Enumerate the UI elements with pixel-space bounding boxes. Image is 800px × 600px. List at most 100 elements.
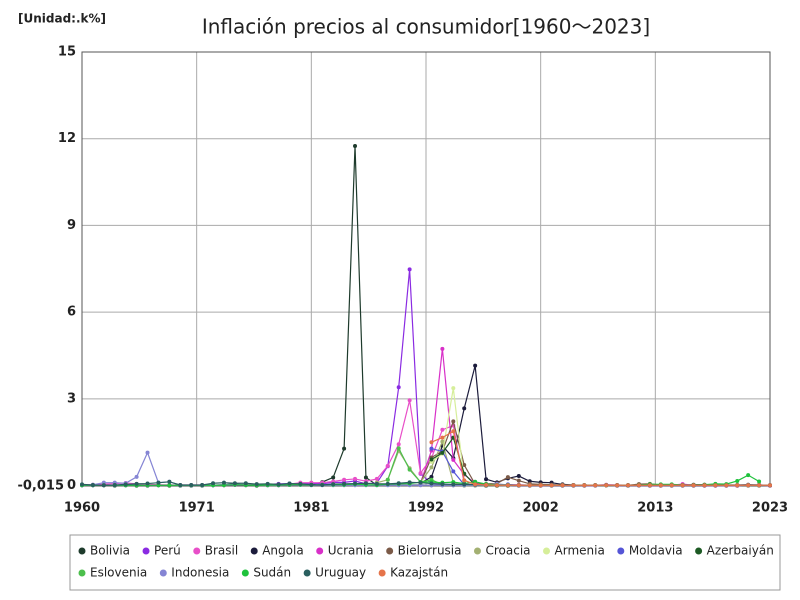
data-point bbox=[200, 482, 205, 487]
legend-label: Moldavia bbox=[629, 544, 683, 558]
legend-box bbox=[69, 534, 781, 591]
data-point bbox=[429, 446, 434, 451]
data-point bbox=[451, 482, 456, 487]
legend-label: Eslovenia bbox=[90, 566, 147, 580]
data-point bbox=[440, 439, 445, 444]
data-point bbox=[178, 482, 183, 487]
data-point bbox=[429, 440, 434, 445]
y-tick-label: 15 bbox=[58, 45, 76, 60]
legend-marker bbox=[241, 569, 249, 577]
data-point bbox=[353, 481, 358, 486]
data-point bbox=[342, 481, 347, 486]
data-point bbox=[374, 476, 379, 481]
data-point bbox=[615, 483, 620, 488]
data-point bbox=[320, 482, 325, 487]
legend-label: Bolivia bbox=[90, 544, 130, 558]
data-point bbox=[211, 481, 216, 486]
data-point bbox=[746, 473, 751, 478]
data-point bbox=[658, 483, 663, 488]
data-point bbox=[243, 481, 248, 486]
legend-marker bbox=[695, 547, 703, 555]
data-point bbox=[451, 419, 456, 424]
legend-label: Armenia bbox=[555, 544, 605, 558]
data-point bbox=[342, 446, 347, 451]
data-point bbox=[757, 479, 762, 484]
data-point bbox=[156, 480, 161, 485]
y-tick-label: -0,015 bbox=[17, 479, 64, 494]
data-point bbox=[516, 478, 521, 483]
data-point bbox=[429, 474, 434, 479]
legend-label: Angola bbox=[262, 544, 303, 558]
data-point bbox=[429, 481, 434, 486]
data-point bbox=[626, 483, 631, 488]
data-point bbox=[167, 483, 172, 488]
data-point bbox=[494, 483, 499, 488]
data-point bbox=[374, 481, 379, 486]
legend-label: Brasil bbox=[205, 544, 238, 558]
legend-marker bbox=[316, 547, 324, 555]
legend-marker bbox=[142, 547, 150, 555]
legend-label: Bielorrusia bbox=[398, 544, 462, 558]
data-point bbox=[746, 483, 751, 488]
data-point bbox=[636, 483, 641, 488]
data-point bbox=[418, 480, 423, 485]
data-point bbox=[112, 482, 117, 487]
data-point bbox=[647, 483, 652, 488]
data-point bbox=[80, 482, 84, 487]
legend-label: Kazajstán bbox=[390, 566, 448, 580]
data-point bbox=[724, 483, 729, 488]
data-point bbox=[407, 480, 412, 485]
legend-marker bbox=[378, 569, 386, 577]
data-point bbox=[407, 398, 412, 403]
data-point bbox=[331, 475, 336, 480]
data-point bbox=[516, 474, 521, 479]
data-point bbox=[669, 483, 674, 488]
data-point bbox=[462, 478, 467, 483]
data-point bbox=[396, 442, 401, 447]
x-tick-label: 2023 bbox=[752, 501, 788, 516]
data-point bbox=[735, 483, 740, 488]
data-point bbox=[331, 482, 336, 487]
legend-marker bbox=[543, 547, 551, 555]
legend-label: Croacia bbox=[485, 544, 530, 558]
y-tick-label: 12 bbox=[58, 131, 76, 146]
data-point bbox=[396, 446, 401, 451]
data-point bbox=[768, 483, 772, 488]
data-point bbox=[353, 143, 358, 148]
data-point bbox=[702, 483, 707, 488]
data-point bbox=[735, 478, 740, 483]
data-point bbox=[429, 457, 434, 462]
data-point bbox=[363, 481, 368, 486]
data-point bbox=[123, 482, 128, 487]
x-tick-label: 2013 bbox=[637, 501, 673, 516]
data-point bbox=[462, 463, 467, 468]
data-point bbox=[713, 483, 718, 488]
data-point bbox=[134, 474, 139, 479]
data-point bbox=[145, 481, 150, 486]
legend-marker bbox=[617, 547, 625, 555]
data-point bbox=[593, 483, 598, 488]
legend-marker bbox=[193, 547, 201, 555]
data-point bbox=[232, 481, 237, 486]
data-point bbox=[407, 467, 412, 472]
data-point bbox=[385, 463, 390, 468]
data-point bbox=[396, 481, 401, 486]
data-point bbox=[451, 386, 456, 391]
unit-label: [Unidad:.k%] bbox=[18, 12, 106, 26]
data-point bbox=[691, 483, 696, 488]
x-tick-label: 1971 bbox=[179, 501, 215, 516]
data-point bbox=[440, 427, 445, 432]
data-point bbox=[254, 482, 259, 487]
data-point bbox=[680, 483, 685, 488]
legend-label: Indonesia bbox=[171, 566, 229, 580]
data-point bbox=[571, 483, 576, 488]
legend-marker bbox=[78, 547, 86, 555]
legend-label: Ucrania bbox=[328, 544, 374, 558]
x-tick-label: 1960 bbox=[64, 501, 100, 516]
legend-label: Azerbaiyán bbox=[707, 544, 774, 558]
data-point bbox=[440, 450, 445, 455]
data-point bbox=[527, 483, 532, 488]
y-tick-label: 0 bbox=[67, 478, 76, 493]
